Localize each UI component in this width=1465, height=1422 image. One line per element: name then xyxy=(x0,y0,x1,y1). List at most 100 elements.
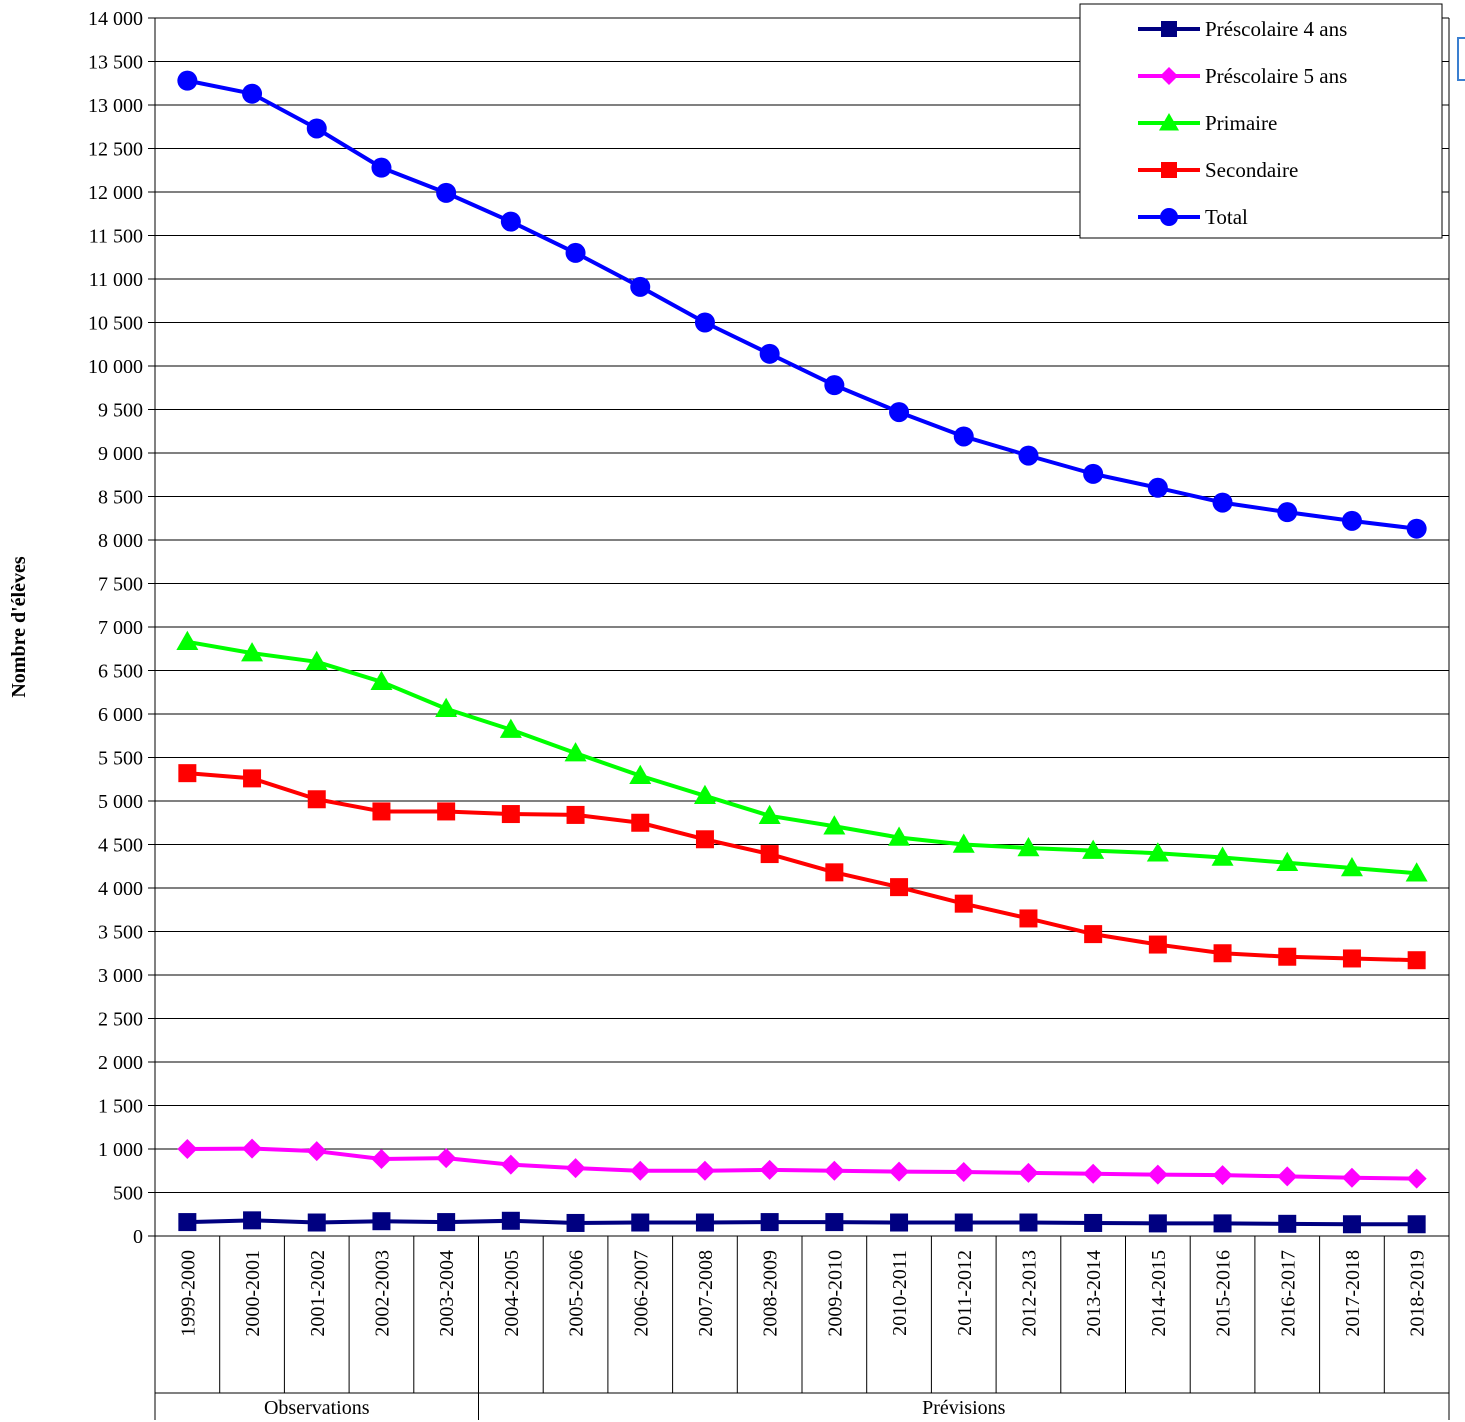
point-marker xyxy=(953,1162,974,1183)
legend-item: Secondaire xyxy=(1138,158,1298,182)
point-marker xyxy=(1148,935,1167,954)
point-marker xyxy=(1017,836,1040,857)
y-tick-label: 9 000 xyxy=(98,443,143,465)
point-marker xyxy=(824,1160,845,1181)
point-marker xyxy=(371,1149,392,1170)
point-marker xyxy=(307,1213,326,1232)
point-marker xyxy=(630,1160,651,1181)
y-tick-label: 12 000 xyxy=(88,182,143,204)
y-tick-label: 13 000 xyxy=(88,95,143,117)
point-marker xyxy=(177,1139,198,1159)
y-tick-label: 6 500 xyxy=(98,661,143,683)
x-tick-label: 2011-2012 xyxy=(954,1250,976,1336)
x-tick-label: 2005-2006 xyxy=(566,1250,588,1337)
series-line xyxy=(187,639,1417,876)
point-marker xyxy=(500,211,521,232)
point-marker xyxy=(500,1154,521,1175)
legend-label: Primaire xyxy=(1205,111,1277,135)
point-marker xyxy=(1342,1215,1361,1234)
y-tick-label: 7 500 xyxy=(98,574,143,596)
point-marker xyxy=(694,312,715,333)
y-tick-label: 3 500 xyxy=(98,922,143,944)
point-marker xyxy=(565,1158,586,1179)
point-marker xyxy=(1018,445,1039,466)
point-marker xyxy=(631,1213,650,1232)
y-tick-label: 2 500 xyxy=(98,1009,143,1031)
point-marker xyxy=(1148,1214,1167,1233)
point-marker xyxy=(242,83,263,104)
point-marker xyxy=(824,375,845,396)
point-marker xyxy=(177,70,198,91)
y-tick-label: 5 500 xyxy=(98,748,143,770)
point-marker xyxy=(825,1213,844,1232)
point-marker xyxy=(1341,1167,1362,1188)
point-marker xyxy=(1407,1215,1426,1234)
y-tick-label: 500 xyxy=(113,1183,143,1205)
y-tick-label: 10 000 xyxy=(88,356,143,378)
x-tick-label: 2014-2015 xyxy=(1148,1250,1170,1337)
y-tick-label: 10 500 xyxy=(88,313,143,335)
point-marker xyxy=(693,784,716,805)
point-marker xyxy=(437,1213,456,1232)
x-axis-tick-labels: 1999-2000 2000-2001 2001-2002 2002-2003 2003… xyxy=(177,1250,1428,1337)
point-marker xyxy=(1277,502,1298,523)
point-marker xyxy=(241,642,264,662)
x-tick-label: 2012-2013 xyxy=(1018,1250,1040,1337)
point-marker xyxy=(305,650,328,671)
y-tick-label: 4 000 xyxy=(98,878,143,900)
point-marker xyxy=(889,1161,910,1182)
point-marker xyxy=(1161,162,1177,178)
point-marker xyxy=(695,830,714,849)
point-marker xyxy=(889,402,910,423)
point-marker xyxy=(566,805,585,824)
point-marker xyxy=(1213,1214,1232,1233)
point-marker xyxy=(1278,1214,1297,1233)
point-marker xyxy=(1082,839,1105,859)
point-marker xyxy=(1276,851,1299,872)
point-marker xyxy=(372,1212,391,1231)
y-tick-label: 2 000 xyxy=(98,1052,143,1074)
x-tick-label: 2017-2018 xyxy=(1342,1250,1364,1337)
x-tick-label: 2013-2014 xyxy=(1083,1250,1105,1337)
x-tick-label: 2003-2004 xyxy=(436,1250,458,1337)
point-marker xyxy=(694,1160,715,1181)
series-line xyxy=(186,78,1417,531)
y-tick-label: 8 000 xyxy=(98,530,143,552)
point-marker xyxy=(953,426,974,447)
point-marker xyxy=(1083,1163,1104,1184)
point-marker xyxy=(1160,67,1178,85)
point-marker xyxy=(307,790,326,809)
point-marker xyxy=(178,764,197,783)
point-marker xyxy=(243,1211,262,1230)
x-tick-label: 2009-2010 xyxy=(824,1250,846,1337)
point-marker xyxy=(565,242,586,263)
point-marker xyxy=(823,815,846,835)
point-marker xyxy=(759,343,780,364)
legend: Préscolaire 4 ans Préscolaire 5 ans Primai… xyxy=(1079,3,1443,239)
point-marker xyxy=(436,182,457,203)
legend-item: Total xyxy=(1138,205,1248,229)
y-tick-label: 13 500 xyxy=(88,52,143,74)
legend-label: Total xyxy=(1205,205,1248,229)
point-marker xyxy=(564,742,587,762)
y-tick-label: 8 500 xyxy=(98,487,143,509)
y-axis-tick-labels: 0 500 1 000 1 500 2 000 2 500 3 000 3 500 4 000 4… xyxy=(88,8,143,1248)
series-total xyxy=(177,70,1427,539)
y-tick-label: 11 000 xyxy=(89,269,143,291)
y-tick-label: 3 000 xyxy=(98,965,143,987)
point-marker xyxy=(178,1213,197,1232)
point-marker xyxy=(1212,1165,1233,1186)
y-tick-label: 1 000 xyxy=(98,1139,143,1161)
point-marker xyxy=(629,764,652,785)
x-group-label: Prévisions xyxy=(922,1397,1006,1419)
point-marker xyxy=(499,718,522,738)
point-marker xyxy=(1213,944,1232,963)
point-marker xyxy=(695,1213,714,1232)
y-tick-label: 14 000 xyxy=(88,8,143,30)
point-marker xyxy=(1277,1166,1298,1187)
point-marker xyxy=(1340,856,1363,877)
point-marker xyxy=(954,1213,973,1232)
point-marker xyxy=(1406,1168,1427,1189)
point-marker xyxy=(1405,862,1428,882)
